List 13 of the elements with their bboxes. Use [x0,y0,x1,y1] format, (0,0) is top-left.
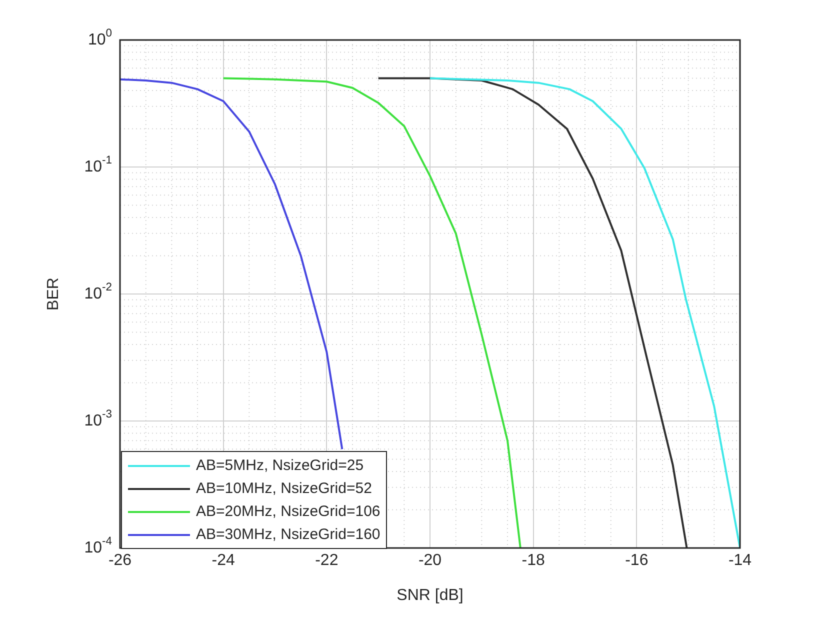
legend-label: AB=10MHz, NsizeGrid=52 [196,480,372,497]
x-tick-label: -22 [315,552,338,570]
x-tick-label: -26 [108,552,132,570]
x-tick-label: -14 [728,552,752,570]
legend-label: AB=5MHz, NsizeGrid=25 [196,457,364,474]
x-tick-label: -24 [212,552,235,570]
x-axis-title: SNR [dB] [396,586,464,604]
legend-label: AB=30MHz, NsizeGrid=160 [196,526,380,543]
x-tick-label: -16 [625,552,648,570]
x-tick-label: -18 [522,552,545,570]
x-tick-label: -20 [418,552,442,570]
legend-label: AB=20MHz, NsizeGrid=106 [196,503,380,520]
y-axis-title: BER [45,278,62,310]
